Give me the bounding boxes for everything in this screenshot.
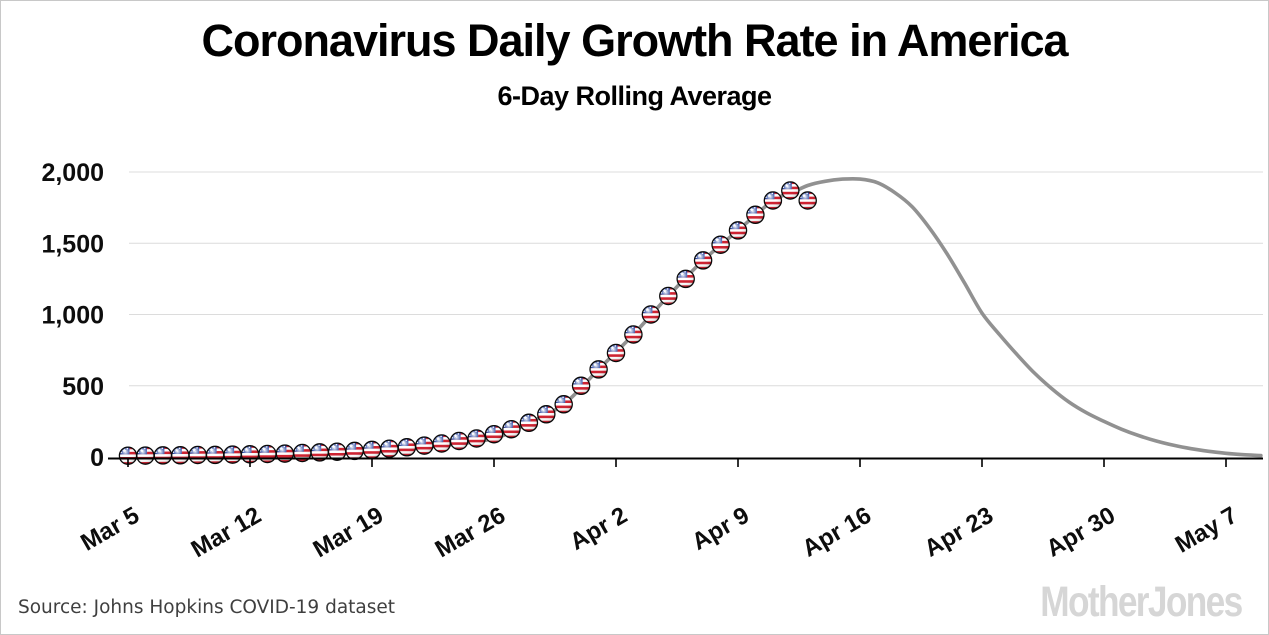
x-tick-label: Mar 19 xyxy=(309,502,388,563)
data-point-mar-23 xyxy=(433,435,451,453)
data-point-mar-8 xyxy=(171,446,189,464)
data-point-apr-5 xyxy=(659,287,677,305)
data-point-mar-31 xyxy=(572,377,590,395)
data-point-apr-1 xyxy=(590,360,608,378)
y-tick-label: 500 xyxy=(62,373,104,401)
x-tick-label: Mar 26 xyxy=(431,502,510,563)
data-point-mar-11 xyxy=(224,446,242,464)
x-tick-label: Mar 5 xyxy=(76,502,144,557)
chart-subtitle: 6-Day Rolling Average xyxy=(497,81,772,111)
source-note: Source: Johns Hopkins COVID-19 dataset xyxy=(18,597,396,618)
projection-curve xyxy=(126,176,1263,458)
data-point-apr-12 xyxy=(781,182,799,200)
data-point-mar-9 xyxy=(189,446,207,464)
data-point-mar-7 xyxy=(154,446,172,464)
data-point-mar-22 xyxy=(415,437,433,455)
data-point-mar-6 xyxy=(136,447,154,465)
data-point-mar-21 xyxy=(398,438,416,456)
data-point-apr-2 xyxy=(607,344,625,362)
data-point-mar-25 xyxy=(468,430,486,448)
data-point-mar-30 xyxy=(555,395,573,413)
data-point-apr-10 xyxy=(746,206,764,224)
x-tick-label: Apr 9 xyxy=(687,502,754,556)
y-tick-label: 2,000 xyxy=(41,159,104,187)
y-tick-label: 1,500 xyxy=(41,230,104,258)
data-point-mar-18 xyxy=(346,442,364,460)
data-point-mar-13 xyxy=(258,445,276,463)
data-point-apr-11 xyxy=(764,192,782,210)
x-tick-label: May 7 xyxy=(1171,502,1242,559)
data-point-mar-24 xyxy=(450,432,468,450)
x-tick-label: Mar 12 xyxy=(187,502,266,563)
y-tick-label: 0 xyxy=(90,444,104,472)
data-point-mar-20 xyxy=(380,440,398,458)
data-point-mar-28 xyxy=(520,414,538,432)
data-point-apr-9 xyxy=(729,221,747,239)
x-tick-label: Apr 23 xyxy=(920,502,998,563)
data-points xyxy=(119,182,817,465)
x-tick-label: Apr 2 xyxy=(565,502,632,556)
chart-title: Coronavirus Daily Growth Rate in America xyxy=(201,15,1068,66)
data-point-mar-29 xyxy=(537,405,555,423)
data-point-apr-6 xyxy=(677,270,695,288)
data-point-apr-3 xyxy=(624,326,642,344)
data-point-mar-26 xyxy=(485,425,503,443)
data-point-mar-27 xyxy=(502,420,520,438)
data-point-mar-14 xyxy=(276,445,294,463)
data-point-mar-10 xyxy=(206,446,224,464)
data-point-mar-19 xyxy=(363,441,381,459)
x-tick-label: Apr 30 xyxy=(1042,502,1120,563)
data-point-apr-7 xyxy=(694,251,712,269)
data-point-apr-13 xyxy=(799,192,817,210)
x-tick-label: Apr 16 xyxy=(798,502,876,563)
motherjones-logo: MotherJones xyxy=(1040,578,1244,626)
data-point-apr-4 xyxy=(642,306,660,324)
data-point-apr-8 xyxy=(712,236,730,254)
y-tick-label: 1,000 xyxy=(41,302,104,330)
